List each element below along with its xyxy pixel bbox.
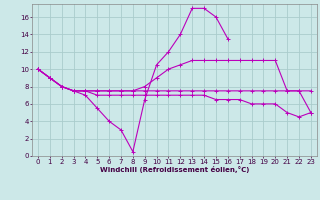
X-axis label: Windchill (Refroidissement éolien,°C): Windchill (Refroidissement éolien,°C): [100, 166, 249, 173]
